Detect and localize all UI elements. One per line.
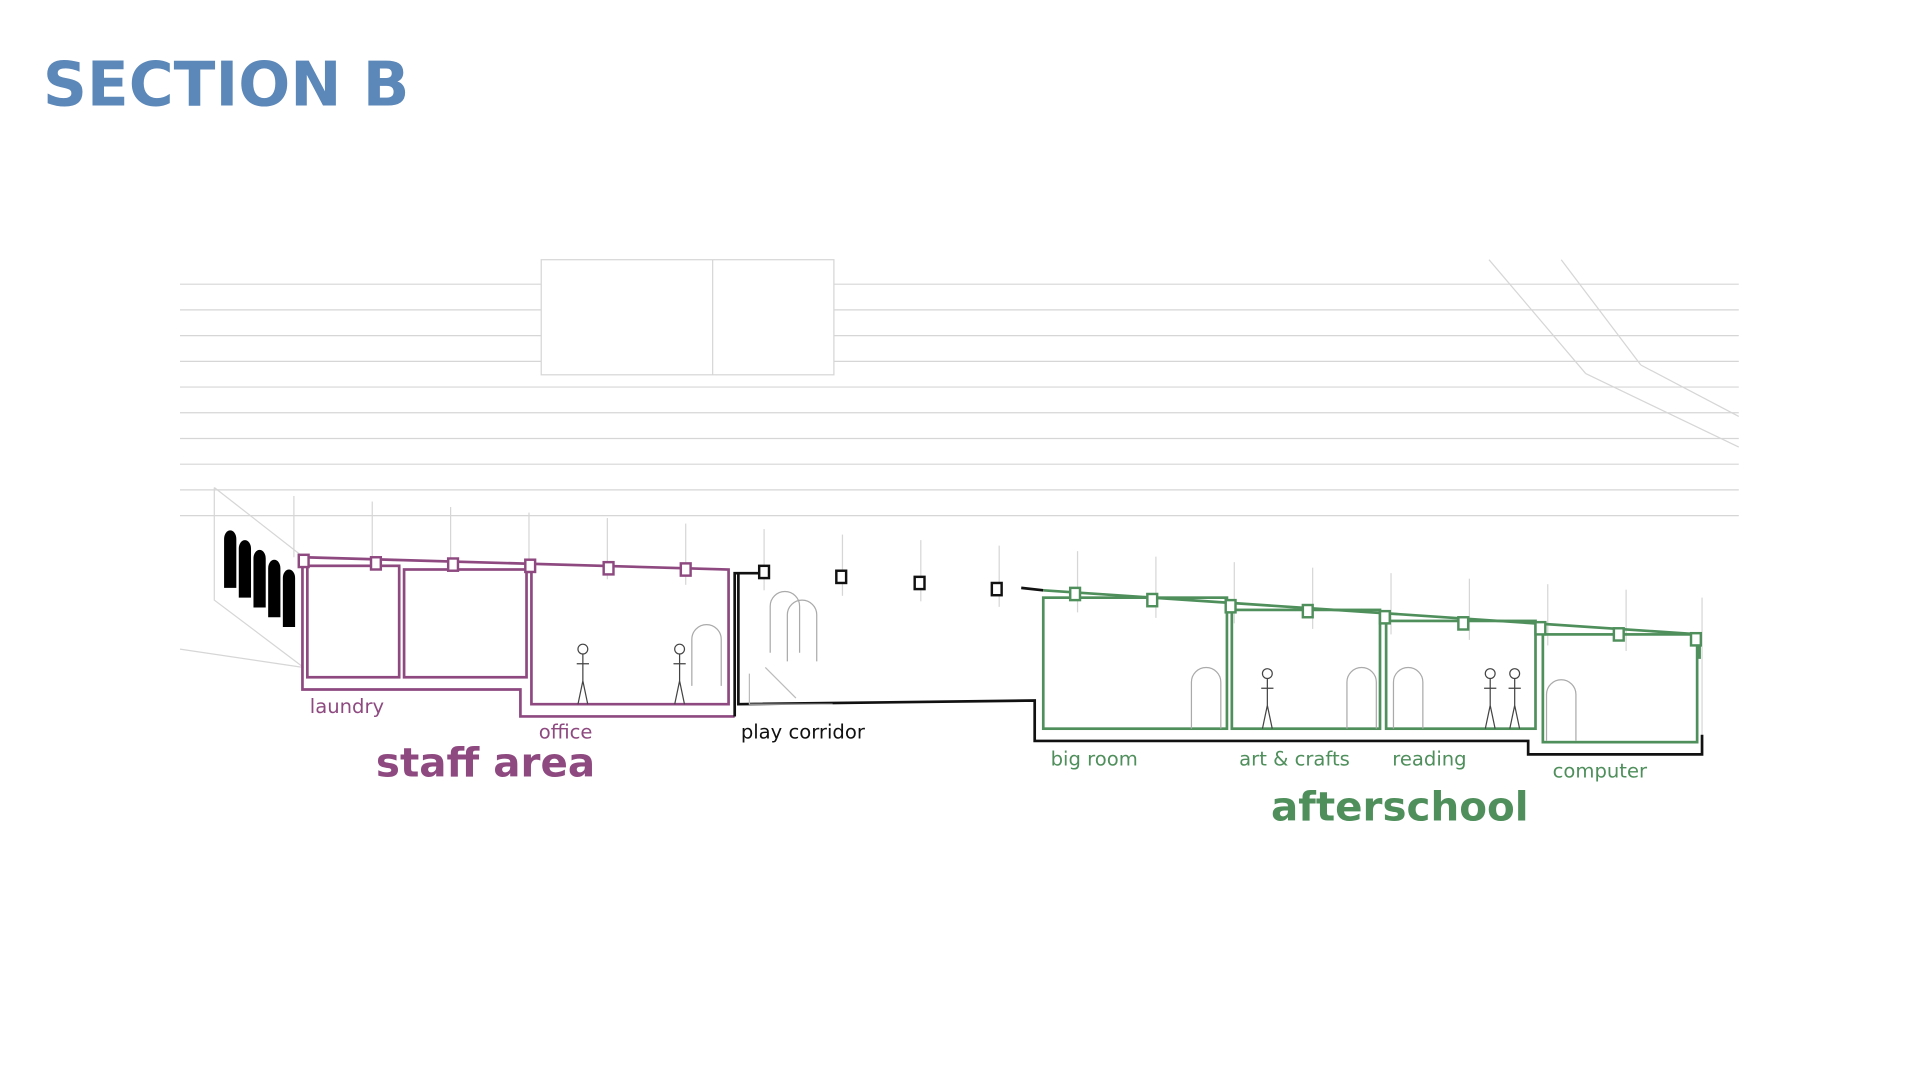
column — [1457, 616, 1470, 631]
column — [297, 553, 310, 569]
column — [757, 564, 771, 580]
door — [691, 624, 722, 686]
person — [1261, 678, 1274, 729]
column — [524, 558, 537, 574]
door — [1392, 666, 1424, 729]
room-label: office — [539, 720, 593, 743]
column — [1301, 603, 1314, 619]
column — [990, 581, 1003, 597]
title: SECTION B — [43, 49, 410, 120]
arch — [268, 559, 281, 618]
arch — [238, 540, 252, 598]
column — [679, 562, 692, 577]
arch — [282, 569, 296, 628]
column — [1146, 592, 1159, 608]
person — [577, 643, 589, 655]
room-label: computer — [1553, 760, 1648, 783]
room-label: reading — [1392, 747, 1466, 770]
arch — [224, 530, 237, 588]
person — [1484, 668, 1496, 680]
arch — [253, 549, 266, 608]
column — [1612, 627, 1625, 642]
door — [1545, 679, 1577, 741]
door — [786, 599, 818, 662]
person — [1484, 678, 1497, 729]
column — [1534, 620, 1547, 636]
door — [1190, 666, 1222, 729]
column — [835, 569, 848, 585]
zone-label: afterschool — [1271, 783, 1529, 831]
background-lines — [179, 259, 1740, 735]
room-label: laundry — [310, 695, 384, 718]
person — [576, 653, 589, 705]
person — [1509, 668, 1521, 680]
outlines — [297, 553, 1704, 756]
column — [913, 575, 926, 591]
room-label: art & crafts — [1239, 747, 1350, 770]
column — [369, 556, 383, 571]
room-label: big room — [1051, 747, 1138, 770]
column — [602, 560, 615, 576]
person — [1261, 668, 1273, 680]
person — [673, 653, 686, 705]
column — [1068, 586, 1082, 602]
column — [1689, 631, 1703, 647]
column — [1378, 609, 1392, 625]
zone-label: staff area — [376, 738, 595, 786]
door — [769, 591, 801, 653]
room-label: play corridor — [741, 720, 866, 743]
person — [1508, 678, 1521, 729]
door — [1346, 666, 1377, 729]
column — [446, 557, 460, 572]
column — [1224, 598, 1237, 614]
person — [674, 643, 686, 655]
